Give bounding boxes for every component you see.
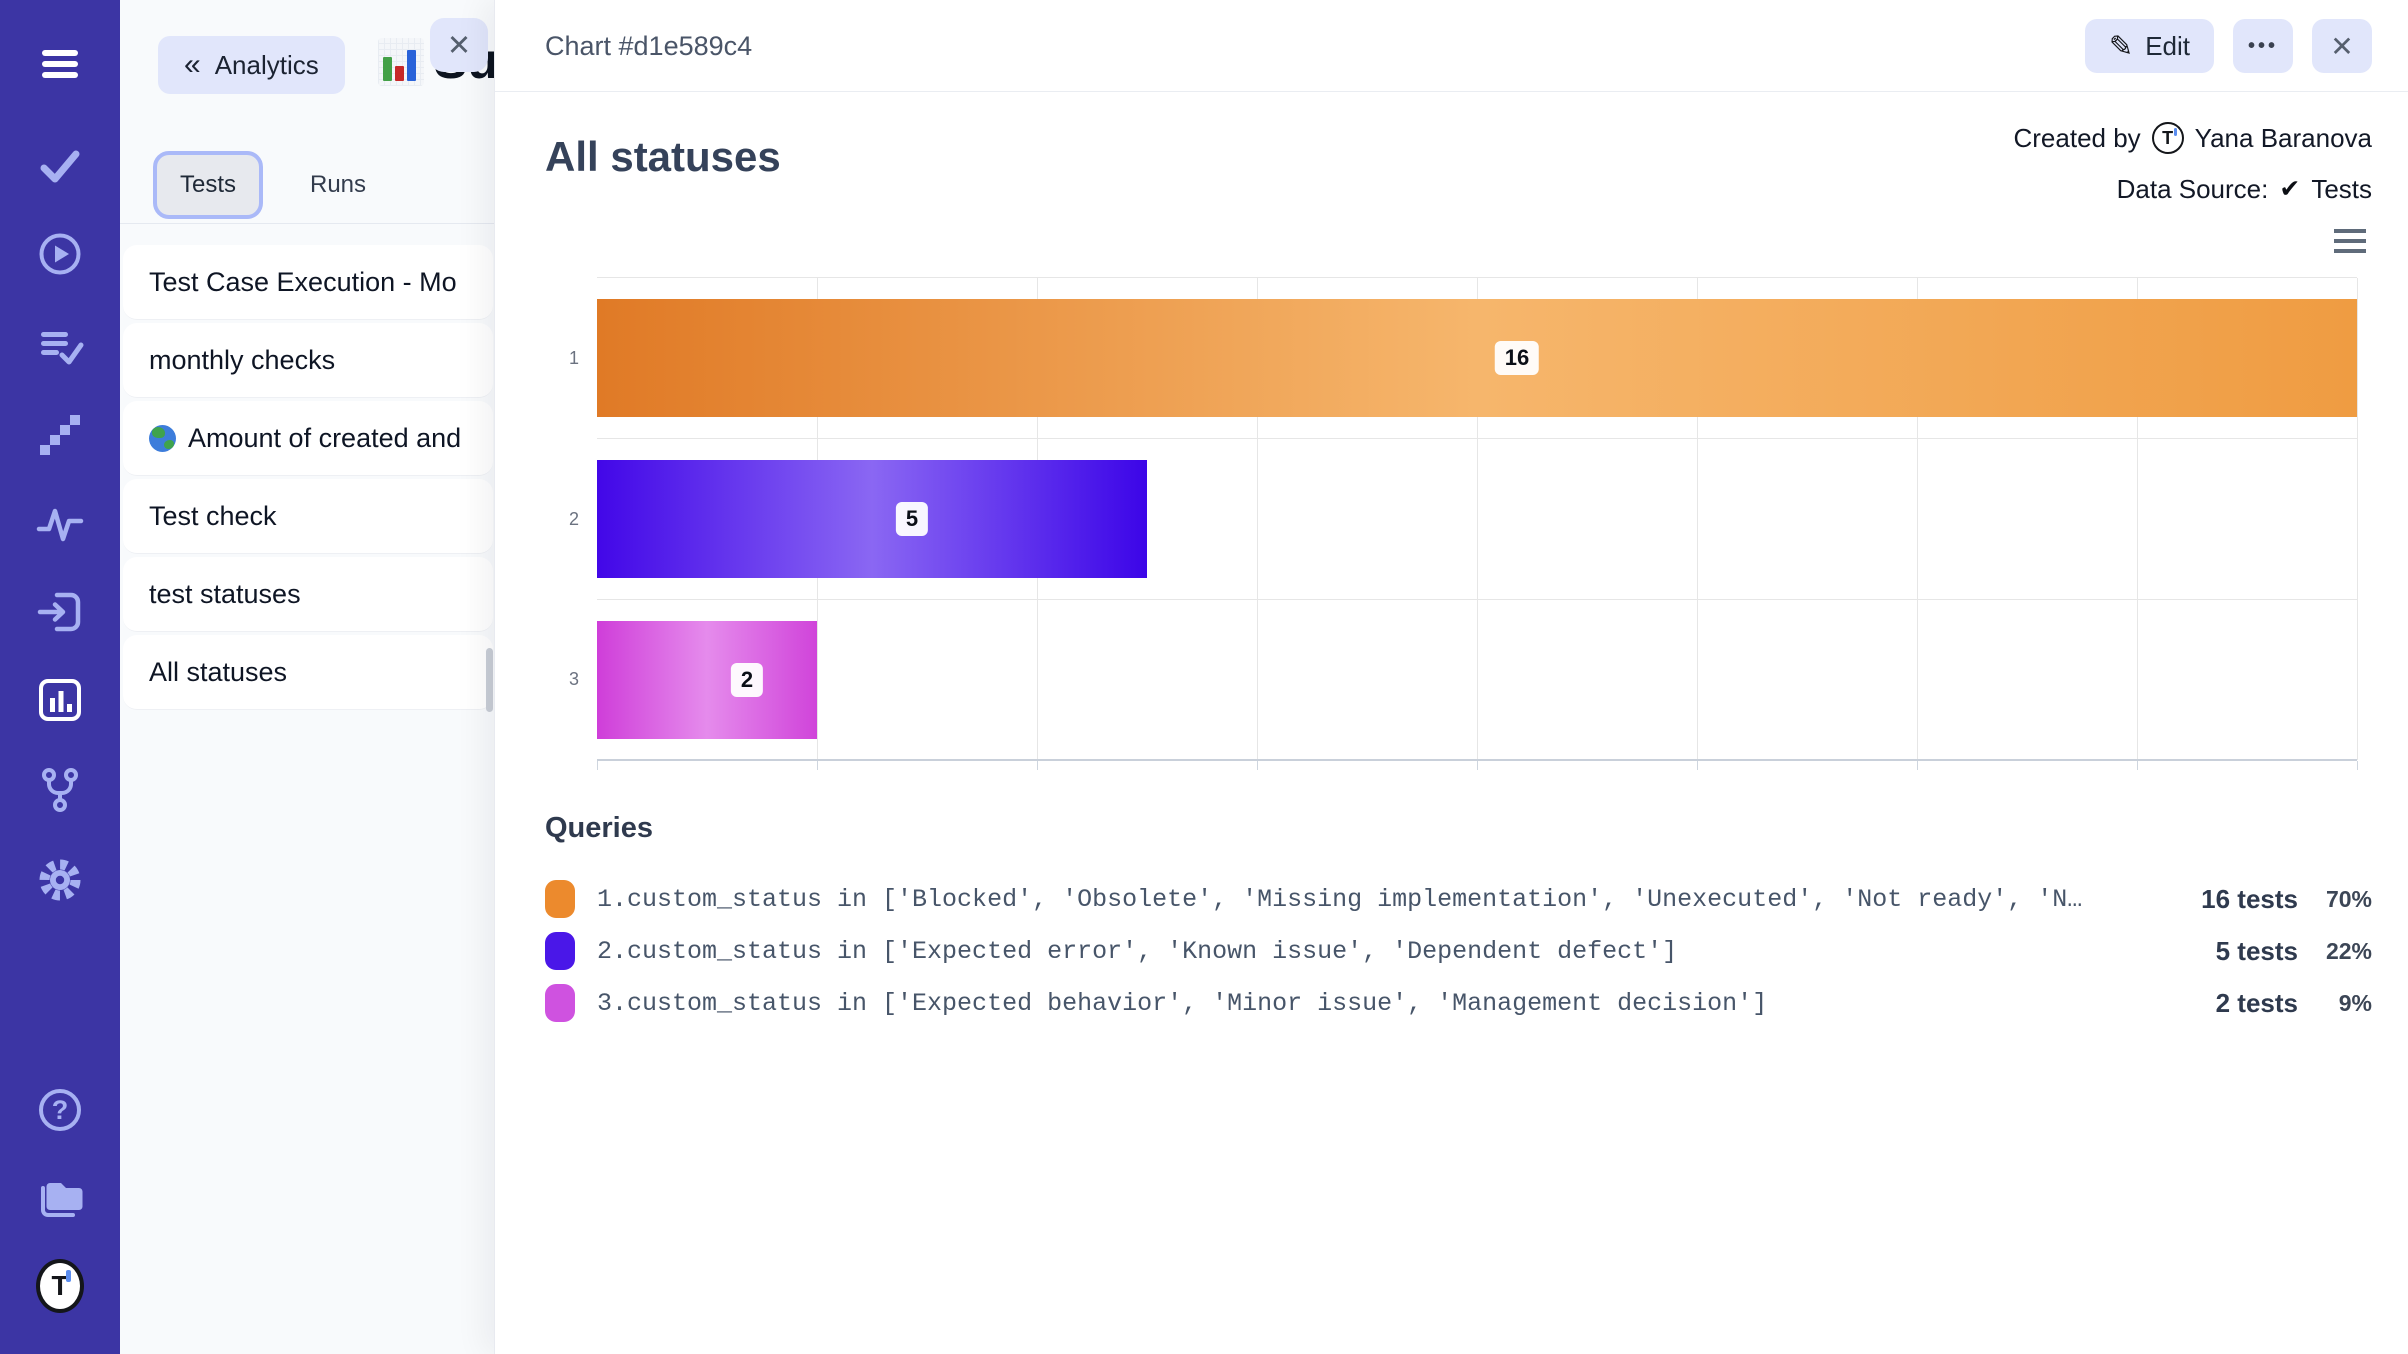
chart-row: 2 5 <box>569 439 2357 600</box>
play-circle-icon[interactable] <box>36 230 84 278</box>
chart-bar[interactable]: 16 <box>597 299 2357 417</box>
query-tests-count: 5 tests <box>2215 935 2298 966</box>
pencil-icon: ✎ <box>2108 30 2134 63</box>
modal-title: Chart #d1e589c4 <box>545 30 753 61</box>
data-source-label: Data Source: <box>2116 173 2269 204</box>
back-button-label: Analytics <box>214 49 319 80</box>
chart-plot: 1 16 2 5 3 2 <box>569 277 2358 761</box>
analytics-back-button[interactable]: « Analytics <box>158 36 345 94</box>
list-item[interactable]: Test Case Execution - Mo <box>123 245 493 320</box>
check-icon: ✔ <box>2279 175 2301 203</box>
modal-close-button[interactable]: ✕ <box>2312 19 2372 73</box>
query-tests-count: 16 tests <box>2201 883 2298 914</box>
list-item-label: Test Case Execution - Mo <box>149 266 457 297</box>
chart-row: 3 2 <box>569 600 2357 761</box>
query-text: 1.custom_status in ['Blocked', 'Obsolete… <box>597 884 2083 914</box>
modal-header: Chart #d1e589c4 ✎ Edit ••• ✕ <box>495 0 2408 92</box>
queries-section: Queries 1.custom_status in ['Blocked', '… <box>545 812 2372 1023</box>
list-item-label: All statuses <box>149 656 288 687</box>
list-item[interactable]: monthly checks <box>123 323 493 398</box>
steps-icon[interactable] <box>36 410 84 458</box>
query-row: 3.custom_status in ['Expected behavior',… <box>545 983 2372 1023</box>
chart-context-menu-icon[interactable] <box>2334 229 2366 259</box>
list-item[interactable]: Amount of created and <box>123 401 493 476</box>
charts-panel: « Analytics Su ✕ Tests Runs Test Case Ex… <box>120 0 494 1354</box>
testomat-logo[interactable]: T <box>36 1259 84 1313</box>
chart-title: All statuses <box>545 133 781 180</box>
bar-chart-icon[interactable] <box>36 676 84 724</box>
activity-icon[interactable] <box>36 498 84 546</box>
bar-value-label: 16 <box>1494 341 1540 375</box>
query-color-swatch <box>545 984 575 1022</box>
close-icon: ✕ <box>2330 30 2354 62</box>
chart-row: 1 16 <box>569 278 2357 439</box>
y-axis-label: 1 <box>568 347 579 368</box>
list-item-label: Amount of created and <box>188 422 462 453</box>
list-item-label: monthly checks <box>149 344 336 375</box>
query-tests-count: 2 tests <box>2215 987 2298 1018</box>
chart-bar[interactable]: 2 <box>597 621 817 739</box>
created-by-line: Created by T Yana Baranova <box>2013 118 2372 158</box>
edit-button[interactable]: ✎ Edit <box>2084 19 2214 73</box>
query-percent: 70% <box>2325 885 2372 912</box>
y-axis-label: 3 <box>568 669 579 689</box>
query-percent: 22% <box>2325 937 2372 964</box>
list-item[interactable]: test statuses <box>123 557 493 632</box>
bar-value-label: 5 <box>895 502 929 536</box>
author-avatar: T <box>2151 122 2184 154</box>
data-source-line: Data Source: ✔ Tests <box>2013 169 2372 209</box>
globe-icon <box>149 424 176 452</box>
git-fork-icon[interactable] <box>36 766 84 814</box>
gear-icon[interactable] <box>36 856 84 904</box>
created-by-label: Created by <box>2013 122 2141 153</box>
query-percent: 9% <box>2338 989 2372 1016</box>
queries-heading: Queries <box>545 812 653 844</box>
ellipsis-icon: ••• <box>2247 34 2278 57</box>
query-row: 2.custom_status in ['Expected error', 'K… <box>545 931 2372 971</box>
tab-tests[interactable]: Tests <box>153 151 263 219</box>
list-item[interactable]: Test check <box>123 479 493 554</box>
modal-actions: ✎ Edit ••• ✕ <box>2084 19 2372 73</box>
check-icon[interactable] <box>36 142 84 190</box>
query-text: 2.custom_status in ['Expected error', 'K… <box>597 936 1678 966</box>
query-color-swatch <box>545 932 575 970</box>
svg-text:?: ? <box>52 1095 69 1125</box>
data-source-value: Tests <box>2311 173 2372 204</box>
query-row: 1.custom_status in ['Blocked', 'Obsolete… <box>545 879 2372 919</box>
list-scrollbar[interactable] <box>486 648 493 712</box>
y-axis-label: 2 <box>568 508 579 529</box>
folders-icon[interactable] <box>36 1174 84 1222</box>
close-icon: ✕ <box>446 29 472 62</box>
bar-chart: 1 16 2 5 3 2 <box>495 277 2408 787</box>
list-item-label: Test check <box>149 500 277 531</box>
list-item[interactable]: All statuses <box>123 635 493 710</box>
menu-icon[interactable] <box>36 40 84 88</box>
list-check-icon[interactable] <box>36 322 84 370</box>
chart-bar[interactable]: 5 <box>597 460 1147 578</box>
more-options-button[interactable]: ••• <box>2233 19 2293 73</box>
author-name: Yana Baranova <box>2194 122 2372 153</box>
charts-list: Test Case Execution - Mo monthly checks … <box>123 245 493 713</box>
panel-close-button[interactable]: ✕ <box>430 18 488 72</box>
help-icon[interactable]: ? <box>36 1086 84 1134</box>
query-rows: 1.custom_status in ['Blocked', 'Obsolete… <box>545 879 2372 1023</box>
chart-xticks <box>597 761 2358 771</box>
chart-meta: Created by T Yana Baranova Data Source: … <box>2013 118 2372 209</box>
sign-in-icon[interactable] <box>36 588 84 636</box>
list-item-label: test statuses <box>149 578 301 609</box>
tab-runs[interactable]: Runs <box>310 171 367 198</box>
query-color-swatch <box>545 880 575 918</box>
brand-logo-icon: T <box>36 1259 84 1313</box>
chart-emoji-icon <box>378 38 424 86</box>
sidebar: ? T <box>0 0 120 1354</box>
edit-button-label: Edit <box>2145 30 2190 61</box>
query-text: 3.custom_status in ['Expected behavior',… <box>597 988 1768 1018</box>
tabs-divider <box>120 223 494 224</box>
bar-value-label: 2 <box>730 663 764 697</box>
chevron-double-left-icon: « <box>184 48 201 81</box>
chart-modal: Chart #d1e589c4 ✎ Edit ••• ✕ All statuse… <box>494 0 2408 1354</box>
